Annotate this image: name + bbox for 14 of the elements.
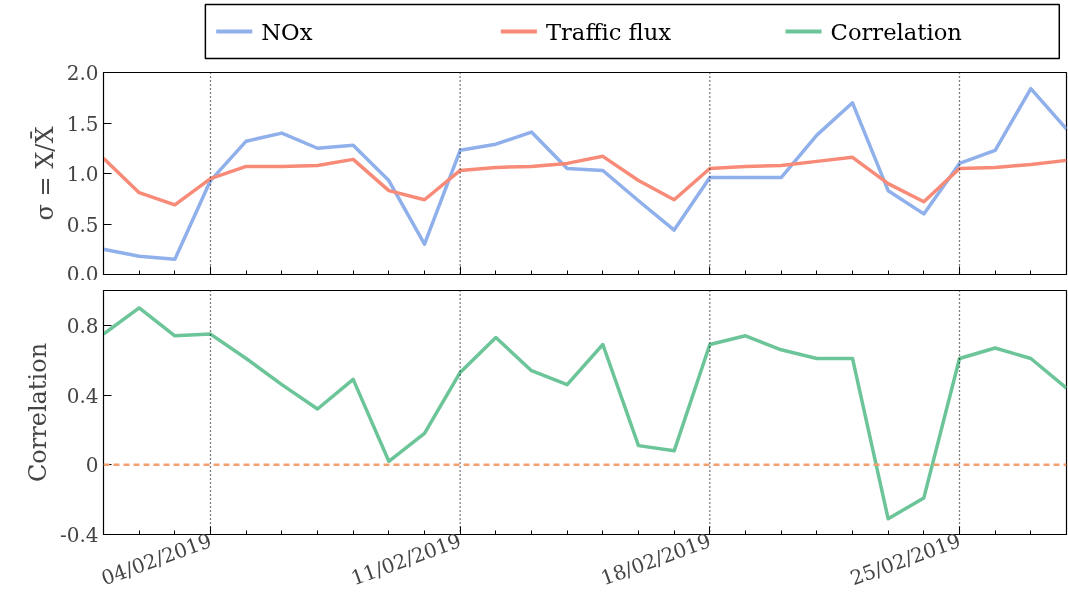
y-tick-label: 1.5 [66, 111, 99, 136]
y-axis-title: σ = X/X̄ [30, 126, 59, 221]
legend-label: NOx [261, 18, 313, 45]
y-tick-label: 0 [85, 453, 99, 478]
y-tick-label: 0.8 [66, 313, 99, 338]
y-axis-title: Correlation [23, 342, 52, 483]
y-tick-label: 1.0 [66, 162, 99, 186]
legend-label: Traffic flux [545, 18, 672, 45]
y-tick-label: 0.5 [66, 212, 99, 237]
y-tick-label: 0.0 [66, 261, 99, 286]
legend-label: Correlation [830, 18, 962, 45]
y-tick-label: 2.0 [66, 61, 99, 85]
y-tick-label: -0.4 [59, 523, 99, 547]
y-tick-label: 0.4 [66, 383, 99, 408]
